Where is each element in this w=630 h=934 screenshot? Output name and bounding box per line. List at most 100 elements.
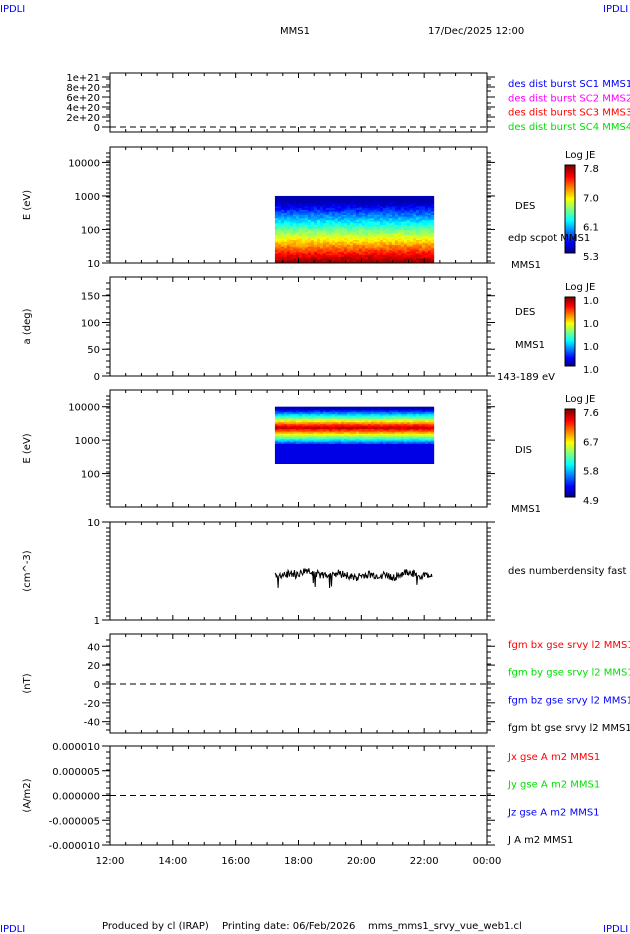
spectrogram-cell xyxy=(394,200,399,204)
spectrogram-cell xyxy=(373,239,378,242)
spectrogram-cell xyxy=(301,420,306,423)
spectrogram-cell xyxy=(397,435,402,438)
spectrogram-cell xyxy=(391,259,396,262)
spectrogram-cell xyxy=(361,425,366,428)
spectrogram-cell xyxy=(319,209,324,212)
spectrogram-cell xyxy=(301,202,306,205)
spectrogram-cell xyxy=(304,431,309,434)
spectrogram-cell xyxy=(316,423,321,426)
spectrogram-cell xyxy=(331,221,336,224)
spectrogram-cell xyxy=(415,202,420,205)
spectrogram-cell xyxy=(382,197,387,200)
spectrogram-cell xyxy=(400,247,405,251)
spectrogram-cell xyxy=(364,428,369,431)
spectrogram-cell xyxy=(322,416,327,419)
spectrogram-cell xyxy=(328,234,333,237)
x-tick-label: 00:00 xyxy=(473,856,502,867)
colorbar-cell xyxy=(565,194,575,196)
spectrogram-cell xyxy=(376,413,381,416)
spectrogram-cell xyxy=(355,251,360,254)
spectrogram-cell xyxy=(361,247,366,251)
spectrogram-cell xyxy=(364,252,369,256)
spectrogram-cell xyxy=(280,236,285,239)
spectrogram-cell xyxy=(301,406,306,409)
spectrogram-cell xyxy=(313,431,318,434)
spectrogram-cell xyxy=(370,236,375,239)
spectrogram-cell xyxy=(283,200,288,204)
spectrogram-cell xyxy=(307,408,312,411)
spectrogram-cell xyxy=(400,214,405,217)
spectrogram-cell xyxy=(313,438,318,441)
spectrogram-cell xyxy=(286,413,291,416)
spectrogram-cell xyxy=(331,214,336,217)
spectrogram-cell xyxy=(403,418,408,421)
spectrogram-cell xyxy=(361,207,366,210)
spectrogram-cell xyxy=(325,413,330,416)
spectrogram-cell xyxy=(394,453,399,456)
spectrogram-cell xyxy=(385,261,390,264)
spectrogram-cell xyxy=(292,227,297,230)
spectrogram-cell xyxy=(313,204,318,207)
spectrogram-cell xyxy=(415,443,420,446)
spectrogram-cell xyxy=(292,455,297,458)
spectrogram-cell xyxy=(379,244,384,247)
spectrogram-cell xyxy=(400,246,405,249)
spectrogram-cell xyxy=(430,232,435,236)
spectrogram-cell xyxy=(337,446,342,449)
spectrogram-cell xyxy=(277,224,282,227)
spectrogram-cell xyxy=(415,252,420,256)
spectrogram-cell xyxy=(334,221,339,224)
spectrogram-cell xyxy=(343,443,348,446)
spectrogram-cell xyxy=(364,455,369,458)
spectrogram-cell xyxy=(343,214,348,217)
spectrogram-cell xyxy=(298,460,303,463)
spectrogram-cell xyxy=(292,451,297,454)
spectrogram-cell xyxy=(421,251,426,254)
spectrogram-cell xyxy=(364,450,369,453)
spectrogram-cell xyxy=(391,227,396,230)
spectrogram-cell xyxy=(340,244,345,247)
spectrogram-cell xyxy=(379,428,384,431)
spectrogram-cell xyxy=(298,257,303,261)
spectrogram-cell xyxy=(343,222,348,225)
spectrogram-cell xyxy=(310,256,315,259)
colorbar-cell xyxy=(565,443,575,445)
spectrogram-cell xyxy=(379,453,384,456)
spectrogram-cell xyxy=(406,239,411,242)
colorbar-cell xyxy=(565,346,575,348)
spectrogram-cell xyxy=(412,214,417,217)
spectrogram-cell xyxy=(370,200,375,204)
spectrogram-cell xyxy=(370,252,375,256)
spectrogram-cell xyxy=(328,231,333,234)
spectrogram-cell xyxy=(367,197,372,200)
spectrogram-cell xyxy=(292,219,297,222)
spectrogram-cell xyxy=(370,219,375,222)
spectrogram-cell xyxy=(403,408,408,411)
spectrogram-cell xyxy=(346,195,351,199)
plot-date: 17/Dec/2025 12:00 xyxy=(428,26,524,37)
spectrogram-cell xyxy=(409,257,414,261)
spectrogram-cell xyxy=(430,237,435,241)
spectrogram-cell xyxy=(376,200,381,204)
spectrogram-cell xyxy=(418,410,423,413)
spectrogram-cell xyxy=(424,236,429,239)
spectrogram-cell xyxy=(388,241,393,244)
spectrogram-cell xyxy=(370,256,375,259)
spectrogram-cell xyxy=(427,441,432,444)
spectrogram-cell xyxy=(379,413,384,416)
spectrogram-cell xyxy=(277,418,282,421)
spectrogram-cell xyxy=(295,206,300,209)
spectrogram-cell xyxy=(331,421,336,424)
spectrogram-cell xyxy=(385,458,390,461)
spectrogram-cell xyxy=(373,227,378,230)
spectrogram-cell xyxy=(292,217,297,220)
colorbar-cell xyxy=(565,301,575,303)
spectrogram-cell xyxy=(361,257,366,261)
spectrogram-cell xyxy=(373,244,378,247)
spectrogram-cell xyxy=(319,247,324,251)
panel-label: DES xyxy=(515,201,535,212)
spectrogram-cell xyxy=(277,425,282,428)
spectrogram-cell xyxy=(412,446,417,449)
spectrogram-cell xyxy=(313,244,318,247)
spectrogram-cell xyxy=(352,413,357,416)
